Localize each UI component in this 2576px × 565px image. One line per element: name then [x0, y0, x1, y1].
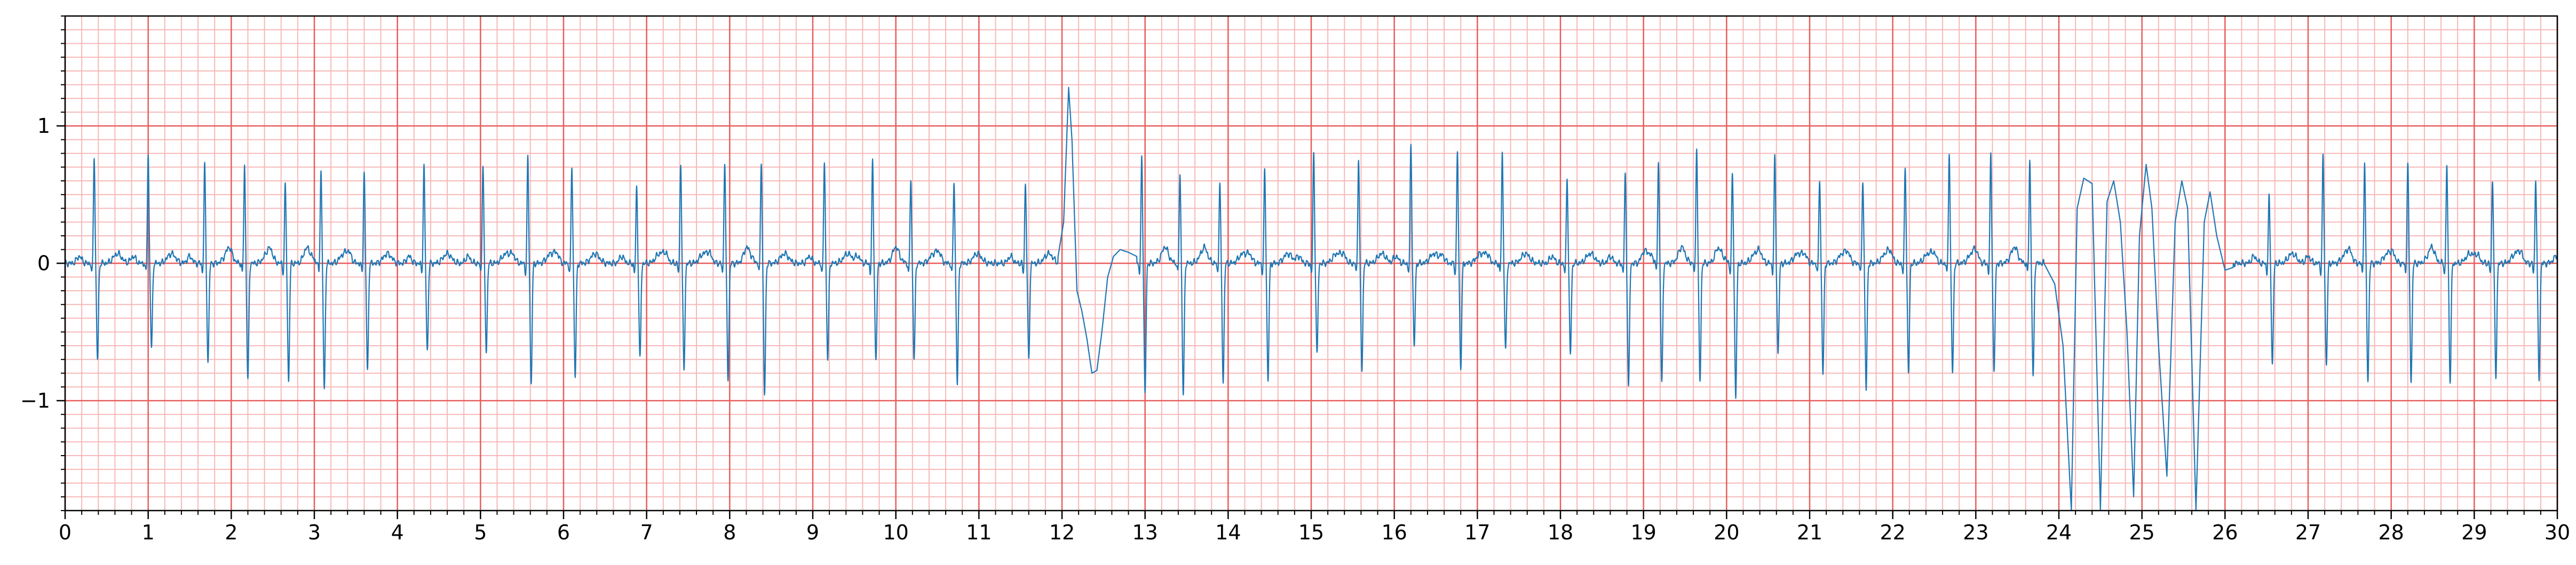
x-tick-label: 7 — [640, 521, 653, 544]
x-tick-label: 16 — [1381, 521, 1407, 544]
x-tick-label: 6 — [557, 521, 570, 544]
x-tick-label: 23 — [1963, 521, 1988, 544]
x-tick-label: 18 — [1548, 521, 1573, 544]
x-tick-label: 15 — [1298, 521, 1324, 544]
x-tick-label: 14 — [1215, 521, 1241, 544]
x-tick-label: 11 — [966, 521, 992, 544]
x-tick-label: 27 — [2295, 521, 2321, 544]
x-tick-label: 21 — [1797, 521, 1822, 544]
x-tick-label: 28 — [2378, 521, 2404, 544]
ecg-trace — [64, 86, 2558, 512]
major-grid — [64, 16, 2558, 511]
x-tick-label: 25 — [2129, 521, 2154, 544]
x-tick-label: 8 — [723, 521, 736, 544]
x-tick-label: 29 — [2461, 521, 2487, 544]
axes-layer: 0 1 2 3 4 5 6 7 8 9 10 11 12 13 14 15 16 17 18 19 20 21 22 23 24… — [20, 15, 2570, 544]
x-tick-label: 10 — [883, 521, 908, 544]
x-tick-label: 20 — [1714, 521, 1739, 544]
x-tick-label: 17 — [1464, 521, 1490, 544]
x-tick-label: 26 — [2212, 521, 2238, 544]
x-tick-label: 12 — [1049, 521, 1075, 544]
x-tick-label: 2 — [225, 521, 237, 544]
x-tick-label: 30 — [2545, 521, 2570, 544]
x-tick-label: 4 — [391, 521, 404, 544]
y-tick-label: 1 — [37, 114, 50, 138]
x-tick-label: 0 — [59, 521, 72, 544]
x-tick-label: 19 — [1630, 521, 1656, 544]
y-tick-label: −1 — [20, 389, 50, 412]
x-tick-label: 3 — [308, 521, 321, 544]
x-tick-label: 22 — [1880, 521, 1905, 544]
x-tick-label: 1 — [142, 521, 155, 544]
x-tick-label: 13 — [1132, 521, 1158, 544]
y-tick-label: 0 — [37, 252, 50, 275]
x-tick-label: 5 — [474, 521, 487, 544]
trace-layer — [64, 86, 2558, 512]
x-tick-label: 24 — [2046, 521, 2072, 544]
x-tick-label: 9 — [806, 521, 819, 544]
